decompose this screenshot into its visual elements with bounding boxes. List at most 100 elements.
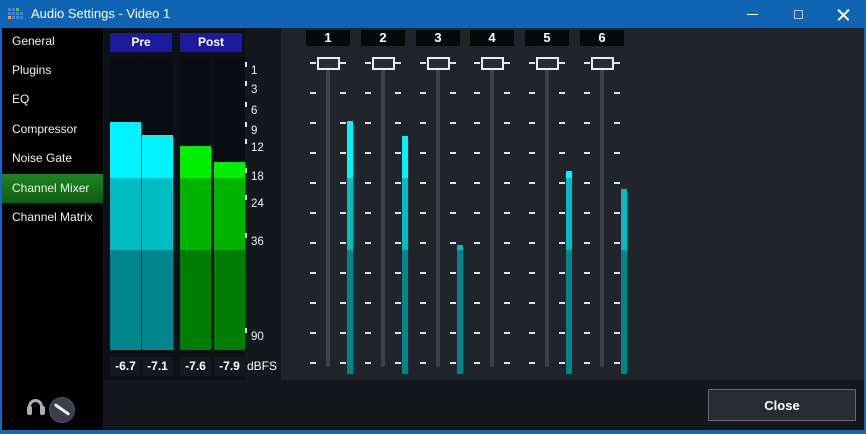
sidebar-item-general[interactable]: General: [2, 27, 103, 56]
window-border-bottom: [0, 430, 866, 434]
slider-tick: [529, 62, 535, 64]
meter-bar-segment: [566, 178, 572, 250]
scale-tick-mark: [245, 102, 247, 107]
meter-bar-segment: [214, 162, 245, 178]
slider-tick: [614, 182, 620, 184]
prepost-meters: dBFS Pre-6.7-7.1Post-7.6-7.9136912182436…: [104, 28, 281, 380]
slider-tick: [559, 62, 565, 64]
app-logo-cell: [20, 12, 23, 15]
slider-tick: [584, 332, 590, 334]
channel-2-slider-thumb[interactable]: [372, 57, 395, 70]
channel-1-slider-thumb[interactable]: [317, 57, 340, 70]
meter-bar-segment: [142, 178, 173, 250]
slider-tick: [420, 62, 426, 64]
channel-header-2: 2: [361, 30, 405, 46]
slider-tick: [584, 362, 590, 364]
minimize-button[interactable]: [729, 0, 775, 28]
slider-tick: [559, 362, 565, 364]
meter-bar-segment: [566, 250, 572, 374]
slider-tick: [559, 272, 565, 274]
channel-2-slider-track[interactable]: [381, 60, 385, 367]
close-window-button[interactable]: [820, 0, 866, 28]
slider-tick: [504, 332, 510, 334]
app-logo-cell: [8, 12, 11, 15]
slider-tick: [310, 272, 316, 274]
audio-settings-window: Audio Settings - Video 1 GeneralPluginsE…: [0, 0, 866, 434]
channel-4-slider-thumb[interactable]: [481, 57, 504, 70]
channel-3-slider-thumb[interactable]: [427, 57, 450, 70]
scale-tick-mark: [245, 139, 247, 144]
slider-tick: [474, 62, 480, 64]
slider-tick: [395, 302, 401, 304]
slider-tick: [584, 182, 590, 184]
headphones-cup-left: [27, 406, 32, 415]
slider-tick: [584, 122, 590, 124]
slider-tick: [420, 242, 426, 244]
slider-tick: [529, 182, 535, 184]
slider-tick: [504, 62, 510, 64]
meter-dbfs-value: -6.7: [110, 357, 141, 376]
channel-mixer-panel: 123456: [281, 28, 864, 380]
slider-tick: [559, 122, 565, 124]
slider-tick: [420, 332, 426, 334]
slider-tick: [614, 152, 620, 154]
scale-tick-label: 36: [251, 236, 264, 248]
channel-header-6: 6: [580, 30, 624, 46]
sidebar-item-compressor[interactable]: Compressor: [2, 115, 103, 144]
sidebar-item-eq[interactable]: EQ: [2, 85, 103, 114]
sidebar-item-channel-matrix[interactable]: Channel Matrix: [2, 203, 103, 232]
app-logo-cell: [12, 12, 15, 15]
channel-4-slider-track[interactable]: [490, 60, 494, 367]
channel-5-slider-track[interactable]: [545, 60, 549, 367]
scale-tick-mark: [245, 62, 247, 67]
app-logo-cell: [16, 16, 19, 19]
sidebar-item-plugins[interactable]: Plugins: [2, 56, 103, 85]
maximize-button[interactable]: [775, 0, 821, 28]
slider-tick: [395, 122, 401, 124]
channel-1-slider-track[interactable]: [326, 60, 330, 367]
channel-6-slider-thumb[interactable]: [591, 57, 614, 70]
maximize-icon: [794, 10, 803, 19]
slider-tick: [340, 122, 346, 124]
slider-tick: [529, 92, 535, 94]
channel-3-slider-track[interactable]: [436, 60, 440, 367]
slider-tick: [559, 92, 565, 94]
titlebar[interactable]: Audio Settings - Video 1: [0, 0, 866, 28]
meter-bar-segment: [457, 250, 463, 374]
slider-tick: [450, 182, 456, 184]
close-button[interactable]: Close: [708, 389, 856, 421]
sidebar-item-noise-gate[interactable]: Noise Gate: [2, 144, 103, 173]
app-logo-cell: [20, 16, 23, 19]
close-icon: [837, 8, 850, 21]
meter-bar-segment: [402, 250, 408, 374]
slider-tick: [559, 182, 565, 184]
slider-tick: [340, 272, 346, 274]
slider-tick: [474, 182, 480, 184]
sidebar-item-channel-mixer[interactable]: Channel Mixer: [2, 174, 103, 203]
slider-tick: [450, 272, 456, 274]
meter-bar-segment: [110, 250, 141, 350]
window-title: Audio Settings - Video 1: [31, 0, 170, 28]
slider-tick: [559, 302, 565, 304]
slider-tick: [340, 242, 346, 244]
slider-tick: [504, 152, 510, 154]
app-logo-cell: [12, 16, 15, 19]
slider-tick: [584, 272, 590, 274]
meter-bar-segment: [214, 178, 245, 250]
channel-6-slider-track[interactable]: [600, 60, 604, 367]
slider-tick: [450, 152, 456, 154]
meter-bar-segment: [180, 178, 211, 250]
slider-tick: [474, 212, 480, 214]
slider-tick: [310, 122, 316, 124]
monitor-volume-knob[interactable]: [49, 397, 75, 423]
slider-tick: [340, 152, 346, 154]
channel-5-slider-thumb[interactable]: [536, 57, 559, 70]
slider-tick: [310, 332, 316, 334]
scale-tick-mark: [245, 233, 247, 238]
app-logo-cell: [8, 8, 11, 11]
slider-tick: [474, 242, 480, 244]
slider-tick: [474, 152, 480, 154]
slider-tick: [310, 302, 316, 304]
slider-tick: [420, 122, 426, 124]
meter-group-header-pre: Pre: [110, 33, 172, 52]
